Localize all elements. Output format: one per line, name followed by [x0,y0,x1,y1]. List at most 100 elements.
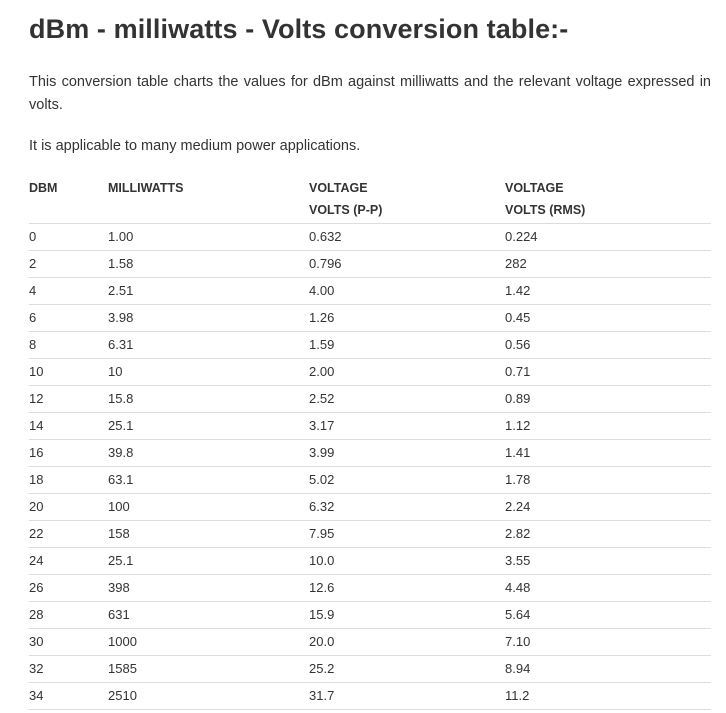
cell-dbm: 32 [29,655,108,683]
cell-milliwatts: 6.31 [108,331,309,359]
cell-dbm: 18 [29,466,108,494]
cell-volts-pp: 25.2 [309,655,505,683]
table-row: 32 1585 25.2 8.94 [29,655,711,683]
cell-volts-rms: 11.2 [505,682,711,710]
note-paragraph: It is applicable to many medium power ap… [29,138,361,154]
cell-volts-pp: 12.6 [309,574,505,602]
table-row: 18 63.1 5.02 1.78 [29,466,711,494]
cell-volts-pp: 20.0 [309,628,505,656]
cell-volts-rms: 3.55 [505,547,711,575]
cell-volts-rms: 0.71 [505,358,711,386]
cell-dbm: 2 [29,250,108,278]
cell-milliwatts: 39.8 [108,439,309,467]
header-voltage-rms-line2: VOLTS (RMS) [505,203,586,217]
cell-volts-pp: 31.7 [309,682,505,710]
cell-volts-pp: 0.796 [309,250,505,278]
cell-volts-rms: 1.78 [505,466,711,494]
cell-volts-pp: 1.59 [309,331,505,359]
cell-volts-rms: 8.94 [505,655,711,683]
cell-volts-rms: 282 [505,250,711,278]
cell-volts-rms: 1.12 [505,412,711,440]
cell-milliwatts: 2510 [108,682,309,710]
table-row: 2 1.58 0.796 282 [29,250,711,278]
cell-milliwatts: 1.58 [108,250,309,278]
cell-milliwatts: 63.1 [108,466,309,494]
header-voltage-pp-line1: VOLTAGE [309,181,368,195]
cell-volts-pp: 5.02 [309,466,505,494]
cell-volts-pp: 15.9 [309,601,505,629]
cell-volts-rms: 0.224 [505,223,711,251]
cell-volts-pp: 4.00 [309,277,505,305]
cell-volts-pp: 6.32 [309,493,505,521]
table-row: 26 398 12.6 4.48 [29,574,711,602]
table-row: 24 25.1 10.0 3.55 [29,547,711,575]
table-row: 14 25.1 3.17 1.12 [29,412,711,440]
cell-volts-rms: 7.10 [505,628,711,656]
intro-paragraph: This conversion table charts the values … [29,74,711,113]
cell-milliwatts: 3.98 [108,304,309,332]
cell-dbm: 28 [29,601,108,629]
page-title: dBm - milliwatts - Volts conversion tabl… [29,14,569,44]
cell-dbm: 8 [29,331,108,359]
cell-milliwatts: 1.00 [108,223,309,251]
table-row: 30 1000 20.0 7.10 [29,628,711,656]
cell-milliwatts: 1585 [108,655,309,683]
table-row: 0 1.00 0.632 0.224 [29,223,711,251]
table-row: 22 158 7.95 2.82 [29,520,711,548]
cell-volts-pp: 3.17 [309,412,505,440]
header-milliwatts-line1: MILLIWATTS [108,181,184,195]
cell-volts-pp: 3.99 [309,439,505,467]
cell-volts-pp: 7.95 [309,520,505,548]
cell-milliwatts: 10 [108,358,309,386]
cell-volts-rms: 5.64 [505,601,711,629]
cell-volts-pp: 10.0 [309,547,505,575]
cell-milliwatts: 100 [108,493,309,521]
table-body: 0 1.00 0.632 0.224 2 1.58 0.796 282 4 2.51 4.00 1.4… [29,223,711,710]
cell-dbm: 16 [29,439,108,467]
table-row: 28 631 15.9 5.64 [29,601,711,629]
cell-dbm: 22 [29,520,108,548]
cell-volts-rms: 4.48 [505,574,711,602]
cell-volts-pp: 1.26 [309,304,505,332]
cell-dbm: 26 [29,574,108,602]
cell-dbm: 10 [29,358,108,386]
cell-volts-rms: 1.41 [505,439,711,467]
cell-dbm: 14 [29,412,108,440]
cell-milliwatts: 25.1 [108,412,309,440]
table-row: 16 39.8 3.99 1.41 [29,439,711,467]
cell-volts-pp: 0.632 [309,223,505,251]
table-row: 4 2.51 4.00 1.42 [29,277,711,305]
header-dbm-line1: DBM [29,181,58,195]
cell-dbm: 4 [29,277,108,305]
header-voltage-pp-line2: VOLTS (P-P) [309,203,383,217]
cell-volts-pp: 2.52 [309,385,505,413]
cell-milliwatts: 398 [108,574,309,602]
cell-dbm: 20 [29,493,108,521]
cell-milliwatts: 2.51 [108,277,309,305]
header-milliwatts: MILLIWATTS [108,175,309,224]
header-dbm: DBM [29,175,108,224]
cell-volts-rms: 1.42 [505,277,711,305]
cell-dbm: 6 [29,304,108,332]
cell-milliwatts: 25.1 [108,547,309,575]
table-row: 34 2510 31.7 11.2 [29,682,711,710]
cell-dbm: 0 [29,223,108,251]
cell-milliwatts: 158 [108,520,309,548]
cell-volts-rms: 2.82 [505,520,711,548]
cell-milliwatts: 631 [108,601,309,629]
cell-volts-rms: 0.89 [505,385,711,413]
cell-volts-rms: 0.56 [505,331,711,359]
table-header-row: DBM MILLIWATTS VOLTAGE VOLTS (P-P) VOLTA… [29,175,711,224]
table-row: 20 100 6.32 2.24 [29,493,711,521]
cell-dbm: 24 [29,547,108,575]
header-voltage-rms-line1: VOLTAGE [505,181,564,195]
table-row: 12 15.8 2.52 0.89 [29,385,711,413]
cell-milliwatts: 15.8 [108,385,309,413]
header-voltage-rms: VOLTAGE VOLTS (RMS) [505,175,711,224]
cell-dbm: 30 [29,628,108,656]
table-row: 6 3.98 1.26 0.45 [29,304,711,332]
cell-dbm: 12 [29,385,108,413]
cell-volts-pp: 2.00 [309,358,505,386]
conversion-table: DBM MILLIWATTS VOLTAGE VOLTS (P-P) VOLTA… [29,175,711,710]
cell-volts-rms: 0.45 [505,304,711,332]
